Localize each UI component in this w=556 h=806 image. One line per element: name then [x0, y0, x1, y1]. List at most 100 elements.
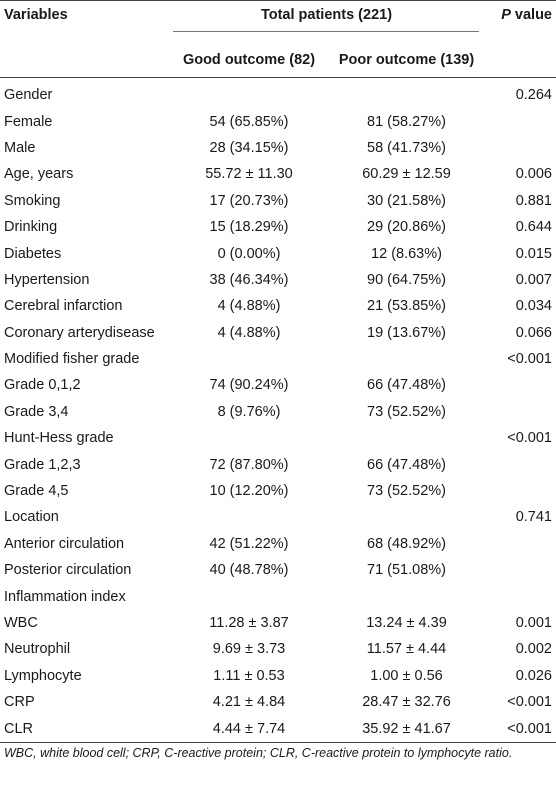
variable-cell: WBC [4, 615, 38, 631]
poor-outcome-cell: 73 (52.52%) [367, 483, 446, 500]
p-value-cell: 0.006 [515, 166, 552, 183]
good-outcome-cell: 8 (9.76%) [217, 403, 281, 420]
good-outcome-cell: 74 (90.24%) [209, 377, 289, 394]
p-value-cell: <0.001 [507, 694, 552, 711]
table-row: Male 28 (34.15%) 58 (41.73%) [0, 135, 556, 161]
p-value-cell [484, 583, 556, 609]
poor-outcome-cell: 21 (53.85%) [367, 298, 446, 315]
table-row: Inflammation index [0, 583, 556, 609]
p-value-cell: <0.001 [507, 430, 552, 447]
variable-cell: CRP [4, 694, 35, 711]
table-row: Modified fisher grade <0.001 [0, 346, 556, 372]
p-value-cell: <0.001 [507, 351, 552, 368]
variable-cell: Age, years [4, 166, 74, 183]
table-row: Neutrophil 9.69 ± 3.73 11.57 ± 4.44 0.002 [0, 636, 556, 662]
good-outcome-cell: 38 (46.34%) [209, 271, 289, 288]
group-divider [173, 31, 479, 32]
variable-cell: Diabetes [4, 245, 62, 262]
variable-cell: Inflammation index [4, 588, 126, 605]
variable-cell: Anterior circulation [4, 535, 125, 552]
variable-cell: Cerebral infarction [4, 298, 123, 315]
p-value-cell [484, 135, 556, 161]
variables-header: Variables [4, 7, 68, 23]
p-value-cell: 0.741 [515, 509, 552, 526]
good-outcome-cell: 0 (0.00%) [217, 245, 281, 262]
header-row-2: Good outcome (82) Poor outcome (139) [0, 43, 556, 78]
table-row: Posterior circulation 40 (48.78%) 71 (51.0… [0, 557, 556, 583]
poor-outcome-cell [329, 583, 484, 609]
variable-cell: Grade 0,1,2 [4, 377, 81, 394]
poor-outcome-cell: 73 (52.52%) [367, 403, 446, 420]
poor-outcome-cell: 60.29 ± 12.59 [362, 166, 451, 183]
table-row: Lymphocyte 1.11 ± 0.53 1.00 ± 0.56 0.026 [0, 663, 556, 689]
good-outcome-cell: 4 (4.88%) [217, 324, 281, 341]
good-outcome-cell: 54 (65.85%) [209, 113, 289, 130]
variable-cell: Male [4, 139, 36, 156]
p-value-cell [484, 372, 556, 398]
good-outcome-cell: 11.28 ± 3.87 [209, 615, 289, 631]
table-row: Age, years 55.72 ± 11.30 60.29 ± 12.59 0.00… [0, 161, 556, 187]
poor-outcome-cell: 90 (64.75%) [367, 271, 446, 288]
good-outcome-cell: 4 (4.88%) [217, 298, 281, 315]
table-footnote: WBC, white blood cell; CRP, C-reactive p… [4, 746, 513, 760]
good-outcome-cell: 15 (18.29%) [209, 219, 289, 236]
p-value-cell [484, 108, 556, 134]
variable-cell: Hunt-Hess grade [4, 430, 114, 447]
variable-cell: Smoking [4, 192, 61, 209]
good-outcome-cell: 4.44 ± 7.74 [212, 720, 286, 737]
total-patients-header: Total patients (221) [169, 1, 484, 44]
good-outcome-cell [169, 583, 329, 609]
poor-outcome-cell: 29 (20.86%) [367, 219, 446, 236]
p-value-cell: 0.002 [515, 641, 552, 658]
table-row: Grade 3,4 8 (9.76%) 73 (52.52%) [0, 399, 556, 425]
poor-outcome-cell: 66 (47.48%) [367, 377, 446, 394]
good-outcome-cell: 55.72 ± 11.30 [205, 166, 293, 183]
total-patients-label: Total patients (221) [260, 7, 393, 23]
variable-cell: Location [4, 509, 59, 526]
poor-outcome-cell: 13.24 ± 4.39 [366, 615, 447, 631]
poor-outcome-cell: 71 (51.08%) [367, 562, 446, 579]
poor-outcome-cell: 35.92 ± 41.67 [362, 720, 451, 737]
poor-outcome-cell: 28.47 ± 32.76 [362, 694, 451, 711]
good-outcome-cell: 10 (12.20%) [209, 483, 289, 500]
p-value-cell: 0.034 [515, 298, 552, 315]
header-row-1: Variables Total patients (221) P value [0, 0, 556, 44]
p-value-cell: 0.026 [515, 667, 552, 684]
table-row: Diabetes 0 (0.00%) 12 (8.63%) 0.015 [0, 240, 556, 266]
table-row: Grade 0,1,2 74 (90.24%) 66 (47.48%) [0, 372, 556, 398]
good-outcome-cell: 9.69 ± 3.73 [212, 641, 286, 658]
p-value-cell: 0.644 [515, 219, 552, 236]
p-value-cell: 0.007 [515, 271, 552, 288]
p-value-cell [484, 451, 556, 477]
variable-cell: Grade 1,2,3 [4, 456, 81, 473]
table-row: CRP 4.21 ± 4.84 28.47 ± 32.76 <0.001 [0, 689, 556, 715]
variable-cell: Modified fisher grade [4, 351, 140, 368]
poor-outcome-cell: 12 (8.63%) [371, 245, 442, 262]
poor-outcome-cell: 66 (47.48%) [367, 456, 446, 473]
good-outcome-cell [169, 425, 329, 451]
table-row: Smoking 17 (20.73%) 30 (21.58%) 0.881 [0, 188, 556, 214]
good-outcome-cell: 72 (87.80%) [209, 456, 289, 473]
good-outcome-cell [169, 78, 329, 109]
table-header: Variables Total patients (221) P value G… [0, 0, 556, 78]
patient-characteristics-table: Variables Total patients (221) P value G… [0, 0, 556, 743]
table-row: Gender 0.264 [0, 78, 556, 109]
table-body: Gender 0.264 Female 54 (65.85%) 81 (58.27%) M… [0, 78, 556, 743]
variable-cell: Gender [4, 87, 53, 104]
poor-outcome-header: Poor outcome (139) [338, 52, 475, 68]
table-row: Location 0.741 [0, 504, 556, 530]
variable-cell: Neutrophil [4, 641, 71, 658]
p-value-cell: 0.066 [515, 324, 552, 341]
table-row: Coronary arterydisease 4 (4.88%) 19 (13.67… [0, 320, 556, 346]
p-value-cell [484, 531, 556, 557]
p-value-cell: 0.015 [515, 245, 552, 262]
good-outcome-cell [169, 504, 329, 530]
table-row: Grade 4,5 10 (12.20%) 73 (52.52%) [0, 478, 556, 504]
table-row: Cerebral infarction 4 (4.88%) 21 (53.85%) 0… [0, 293, 556, 319]
p-letter: P [501, 7, 511, 23]
poor-outcome-cell: 11.57 ± 4.44 [366, 641, 447, 658]
p-value-label: value [510, 7, 552, 23]
good-outcome-cell: 28 (34.15%) [209, 139, 289, 156]
table-row: Hypertension 38 (46.34%) 90 (64.75%) 0.007 [0, 267, 556, 293]
poor-outcome-cell: 58 (41.73%) [367, 139, 446, 156]
